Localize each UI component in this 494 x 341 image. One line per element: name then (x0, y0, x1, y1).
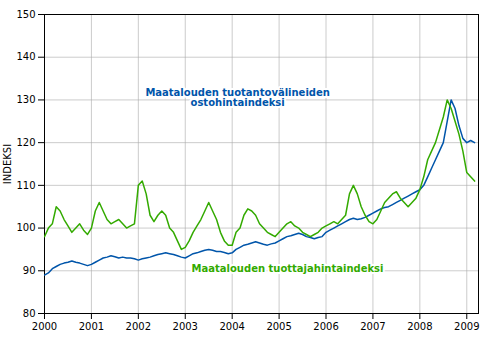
svg-text:2001: 2001 (79, 321, 104, 332)
svg-text:150: 150 (16, 9, 35, 20)
svg-text:Maatalouden tuotantovälineiden: Maatalouden tuotantovälineidenostohintai… (145, 87, 330, 108)
svg-text:2005: 2005 (266, 321, 291, 332)
svg-text:80: 80 (23, 308, 36, 319)
svg-text:120: 120 (16, 137, 35, 148)
svg-text:90: 90 (23, 265, 36, 276)
svg-text:2000: 2000 (32, 321, 57, 332)
svg-text:2002: 2002 (126, 321, 151, 332)
svg-text:INDEKSI: INDEKSI (2, 144, 13, 184)
svg-text:2004: 2004 (219, 321, 244, 332)
svg-text:130: 130 (16, 94, 35, 105)
svg-text:2003: 2003 (173, 321, 198, 332)
svg-text:110: 110 (16, 180, 35, 191)
svg-text:140: 140 (16, 51, 35, 62)
svg-text:2007: 2007 (360, 321, 385, 332)
svg-text:Maatalouden tuottajahintaindek: Maatalouden tuottajahintaindeksi (192, 263, 384, 274)
svg-text:100: 100 (16, 222, 35, 233)
svg-text:2008: 2008 (407, 321, 432, 332)
svg-text:2006: 2006 (313, 321, 338, 332)
svg-text:2009: 2009 (454, 321, 479, 332)
